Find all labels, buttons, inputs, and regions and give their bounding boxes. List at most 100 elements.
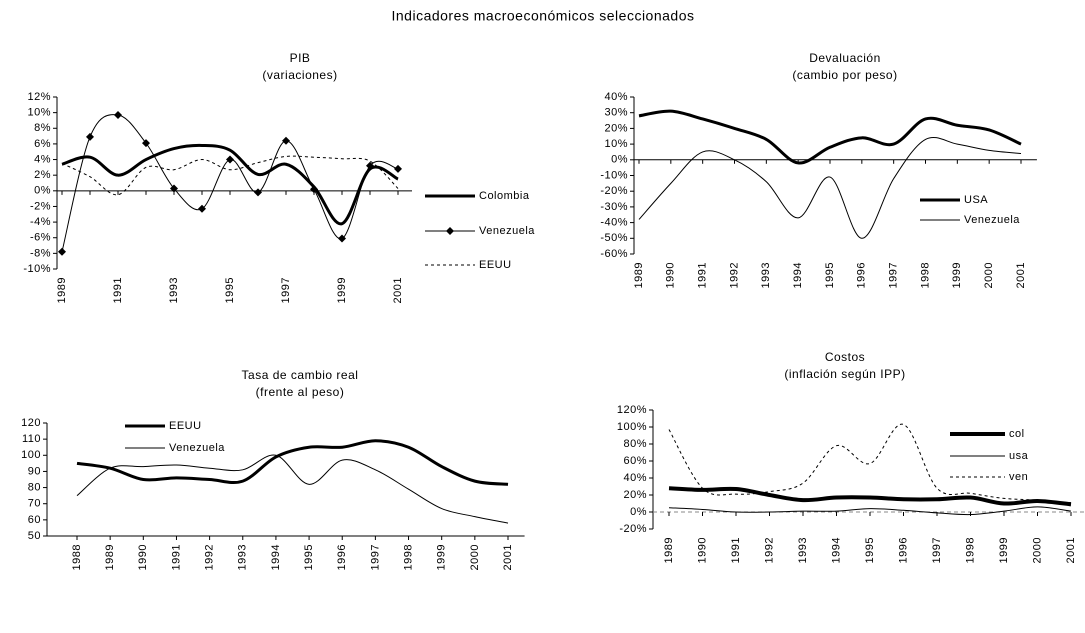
x-tick-label: 1994 [830,537,842,563]
legend-label: USA [964,194,988,206]
x-tick-label: 2001 [502,544,514,570]
series-line [61,155,399,196]
x-tick-label: 2001 [1065,537,1077,563]
legend-label: Venezuela [169,442,225,454]
x-tick-label: 1994 [792,262,804,288]
series-line [668,486,1072,507]
x-tick-label: 1989 [104,544,116,570]
marker [254,188,262,197]
y-tick-label: 120% [617,404,647,416]
series-line [668,423,1072,504]
x-tick-label: 1995 [864,537,876,563]
legend-label: usa [1009,450,1029,462]
y-tick-label: 40% [623,472,647,484]
chart-title: Tasa de cambio real [242,368,359,382]
x-tick-label: 2000 [1031,537,1043,563]
x-tick-label: 1997 [280,277,292,303]
y-tick-label: 6% [34,138,51,150]
x-tick-label: 1990 [665,262,677,288]
y-tick-label: -8% [30,247,51,259]
x-tick-label: 1999 [951,262,963,288]
legend-label: Venezuela [479,225,535,237]
x-tick-label: 1993 [168,277,180,303]
y-tick-label: 20% [623,489,647,501]
x-tick-label: 1998 [402,544,414,570]
chart-subtitle: (variaciones) [262,68,337,82]
y-tick-label: 60% [623,455,647,467]
x-tick-label: 1999 [436,544,448,570]
y-tick-label: 110 [22,433,41,445]
x-tick-label: 1997 [888,262,900,288]
y-tick-label: 20% [604,122,628,134]
y-tick-label: 40% [604,91,628,103]
series-line [61,143,399,226]
y-tick-label: -20% [619,523,647,535]
y-tick-label: 60 [28,514,41,526]
chart-subtitle: (inflación según IPP) [784,367,905,381]
x-tick-label: 1989 [56,277,68,303]
marker [282,136,290,145]
marker [86,132,94,141]
y-tick-label: -60% [600,248,628,260]
y-tick-label: 80 [28,481,41,493]
x-tick-label: 1992 [204,544,216,570]
legend-label: ven [1009,471,1028,483]
legend-label: Colombia [479,190,530,202]
y-tick-label: 4% [34,153,51,165]
legend-label: Venezuela [964,214,1020,226]
series-line [638,136,1022,239]
x-tick-label: 1989 [633,262,645,288]
y-tick-label: -4% [30,216,51,228]
y-tick-label: 2% [34,169,51,181]
x-tick-label: 1991 [112,277,124,303]
x-tick-label: 2001 [392,277,404,303]
y-tick-label: 8% [34,122,51,134]
x-tick-label: 1991 [697,262,709,288]
x-tick-label: 1990 [137,544,149,570]
x-tick-label: 1998 [964,537,976,563]
legend-label: EEUU [479,259,512,271]
series-line [76,454,509,524]
y-tick-label: 30% [604,107,628,119]
x-tick-label: 1992 [728,262,740,288]
marker [226,155,234,164]
y-tick-label: 0% [34,185,51,197]
y-tick-label: 12% [27,91,51,103]
legend-marker [446,227,454,235]
x-tick-label: 1999 [998,537,1010,563]
y-tick-label: 100% [617,421,647,433]
marker [394,164,402,173]
x-tick-label: 1993 [237,544,249,570]
y-tick-label: 50 [28,530,41,542]
y-tick-label: 10% [604,138,628,150]
y-tick-label: 100 [21,449,41,461]
y-tick-label: 80% [623,438,647,450]
series-line [76,439,509,486]
marker [142,139,150,148]
y-tick-label: -10% [23,263,51,275]
y-tick-label: -2% [30,200,51,212]
y-tick-label: 0% [630,506,647,518]
x-tick-label: 1993 [797,537,809,563]
marker [310,185,318,194]
x-tick-label: 1993 [760,262,772,288]
x-tick-label: 1992 [763,537,775,563]
marker [366,161,374,170]
y-tick-label: -50% [600,232,628,244]
x-tick-label: 1995 [824,262,836,288]
series-line [668,506,1072,516]
x-tick-label: 1991 [730,537,742,563]
y-tick-label: -30% [600,201,628,213]
x-tick-label: 1988 [71,544,83,570]
marker [198,204,206,213]
marker [58,247,66,256]
page-title: Indicadores macroeconómicos seleccionado… [392,8,695,24]
y-tick-label: -40% [600,217,628,229]
y-tick-label: -10% [600,169,628,181]
x-tick-label: 1996 [336,544,348,570]
y-tick-label: 70 [28,498,41,510]
x-tick-label: 1995 [224,277,236,303]
y-tick-label: 90 [28,465,41,477]
x-tick-label: 1998 [919,262,931,288]
chart-subtitle: (cambio por peso) [792,68,897,82]
